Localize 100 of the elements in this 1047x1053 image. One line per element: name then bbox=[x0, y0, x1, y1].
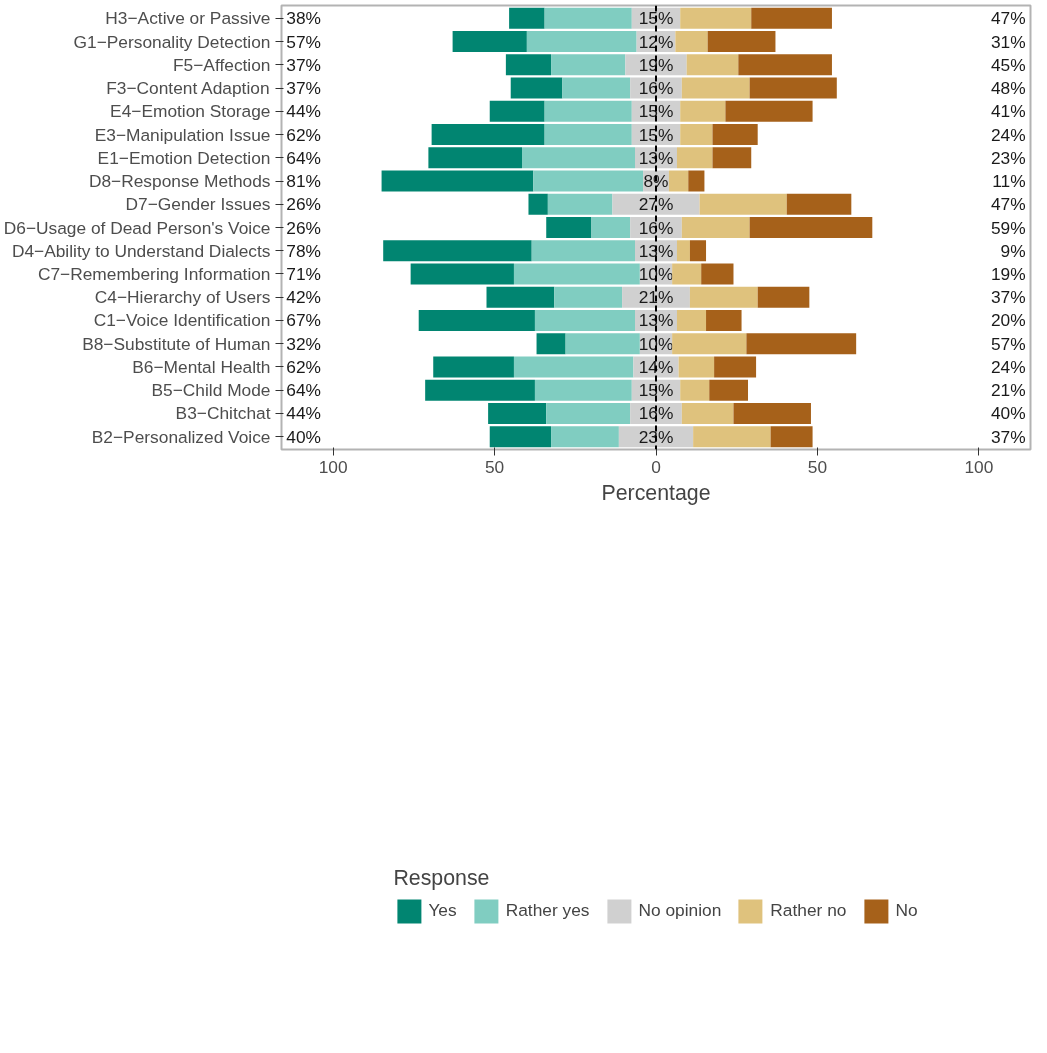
annotation: 44% bbox=[286, 101, 322, 122]
annotation: 37% bbox=[286, 54, 322, 75]
annotation: 24% bbox=[990, 124, 1026, 145]
bar bbox=[486, 286, 555, 308]
x-tick-label: 50 bbox=[807, 456, 828, 477]
bar bbox=[714, 356, 757, 378]
y-tick-label: B3−Chitchat bbox=[175, 403, 271, 424]
bar bbox=[528, 193, 548, 215]
bar bbox=[536, 333, 566, 355]
y-tick-label: D7−Gender Issues bbox=[125, 194, 271, 215]
bar bbox=[725, 100, 813, 122]
bar bbox=[681, 77, 750, 99]
bar bbox=[425, 379, 535, 401]
legend-label: No opinion bbox=[638, 900, 722, 921]
annotation: 45% bbox=[990, 54, 1026, 75]
bar bbox=[749, 217, 873, 238]
bar bbox=[531, 240, 636, 262]
bar bbox=[546, 217, 592, 238]
data-label: 16% bbox=[638, 403, 674, 424]
bar bbox=[488, 403, 547, 424]
bar bbox=[686, 54, 739, 76]
bar bbox=[433, 356, 514, 378]
bar bbox=[688, 170, 705, 192]
bar bbox=[676, 240, 690, 262]
data-label: 16% bbox=[638, 78, 674, 99]
bar bbox=[510, 77, 563, 99]
bar bbox=[509, 7, 545, 29]
bar bbox=[533, 170, 644, 192]
annotation: 19% bbox=[990, 263, 1026, 284]
data-label: 13% bbox=[638, 310, 674, 331]
annotation: 41% bbox=[990, 101, 1026, 122]
y-tick-label: H3−Active or Passive bbox=[105, 8, 271, 29]
bar bbox=[526, 31, 637, 52]
bar bbox=[544, 7, 632, 29]
bar bbox=[565, 333, 640, 355]
y-tick-label: C7−Remembering Information bbox=[37, 263, 271, 284]
annotation: 59% bbox=[990, 217, 1026, 238]
bar bbox=[418, 310, 535, 331]
annotation: 62% bbox=[286, 124, 322, 145]
x-tick-label: 0 bbox=[651, 456, 661, 477]
y-tick-label: D4−Ability to Understand Dialects bbox=[11, 240, 271, 261]
annotation: 64% bbox=[286, 147, 322, 168]
bar bbox=[452, 31, 527, 52]
annotation: 57% bbox=[286, 31, 322, 52]
bar bbox=[672, 333, 747, 355]
bar bbox=[547, 193, 613, 215]
bar bbox=[562, 77, 631, 99]
annotation: 40% bbox=[990, 403, 1026, 424]
annotation: 38% bbox=[286, 8, 322, 29]
bar bbox=[676, 310, 707, 331]
bar bbox=[676, 147, 713, 169]
bar bbox=[786, 193, 852, 215]
annotation: 26% bbox=[286, 217, 322, 238]
bar bbox=[701, 263, 734, 285]
data-label: 27% bbox=[638, 194, 674, 215]
annotation: 40% bbox=[286, 426, 322, 447]
y-tick-label: C4−Hierarchy of Users bbox=[94, 287, 271, 308]
x-tick-label: 100 bbox=[318, 456, 348, 477]
bar bbox=[534, 310, 636, 331]
annotation: 71% bbox=[286, 263, 322, 284]
legend-label: Rather yes bbox=[505, 900, 590, 921]
annotation: 31% bbox=[990, 31, 1026, 52]
bar bbox=[522, 147, 636, 169]
annotation: 24% bbox=[990, 356, 1026, 377]
bar bbox=[689, 286, 758, 308]
bar bbox=[707, 31, 776, 52]
bar bbox=[680, 100, 726, 122]
annotation: 57% bbox=[990, 333, 1026, 354]
y-tick-label: C1−Voice Identification bbox=[93, 310, 271, 331]
bar bbox=[381, 170, 534, 192]
bar bbox=[544, 124, 632, 145]
legend-title: Response bbox=[393, 865, 491, 891]
bar bbox=[554, 286, 623, 308]
bar bbox=[428, 147, 523, 169]
bar bbox=[680, 124, 713, 145]
bar bbox=[709, 379, 749, 401]
annotation: 11% bbox=[992, 171, 1026, 192]
bar bbox=[551, 426, 619, 448]
annotation: 20% bbox=[990, 310, 1026, 331]
annotation: 48% bbox=[990, 78, 1026, 99]
bar bbox=[680, 7, 752, 29]
bar bbox=[689, 240, 707, 262]
annotation: 42% bbox=[286, 287, 322, 308]
bar bbox=[712, 124, 758, 145]
y-tick-label: B6−Mental Health bbox=[132, 356, 271, 377]
bar bbox=[551, 54, 626, 76]
y-tick-label: E3−Manipulation Issue bbox=[94, 124, 271, 145]
data-label: 21% bbox=[638, 287, 674, 308]
y-tick-label: D8−Response Methods bbox=[88, 171, 271, 192]
bar bbox=[383, 240, 532, 262]
data-label: 15% bbox=[638, 8, 674, 29]
data-label: 16% bbox=[638, 217, 674, 238]
y-tick-label: B5−Child Mode bbox=[151, 380, 271, 401]
bar bbox=[489, 100, 545, 122]
bar bbox=[746, 333, 857, 355]
bar bbox=[505, 54, 552, 76]
bar bbox=[489, 426, 552, 448]
y-tick-label: E4−Emotion Storage bbox=[110, 101, 271, 122]
bar bbox=[678, 356, 715, 378]
legend-label: No bbox=[895, 900, 918, 921]
